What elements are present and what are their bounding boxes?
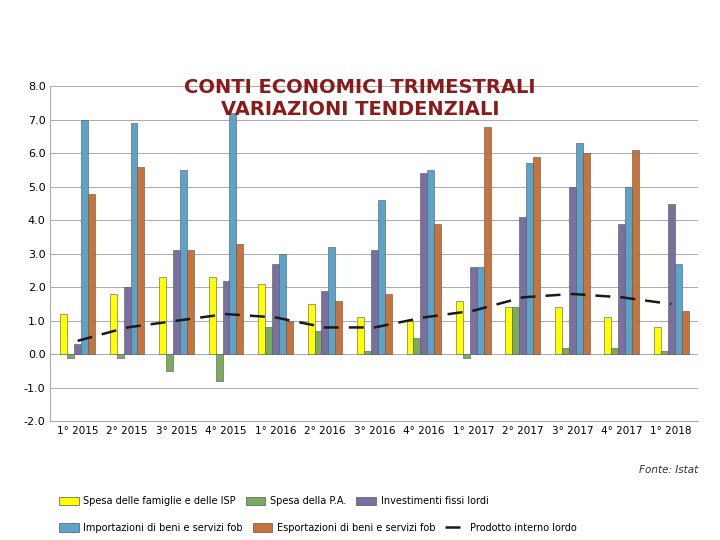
Bar [384,294,392,354]
Bar [477,267,484,354]
Bar [215,354,222,381]
Legend: Importazioni di beni e servizi fob, Esportazioni di beni e servizi fob, Prodotto: Importazioni di beni e servizi fob, Espo… [55,519,580,537]
Bar [88,193,95,354]
Bar [109,294,117,354]
Text: CONTI ECONOMICI TRIMESTRALI
VARIAZIONI TENDENZIALI: CONTI ECONOMICI TRIMESTRALI VARIAZIONI T… [184,78,536,119]
Bar [364,351,371,354]
Bar [611,348,618,354]
Bar [661,351,667,354]
Text: Fonte: Istat: Fonte: Istat [639,465,698,475]
Bar [117,354,124,357]
Bar [209,277,215,354]
Bar [667,204,675,354]
Bar [159,277,166,354]
Bar [81,120,88,354]
Bar [428,170,434,354]
Bar [463,354,470,357]
Bar [470,267,477,354]
Bar [675,264,682,354]
Bar [505,307,513,354]
Bar [307,304,315,354]
Bar [519,217,526,354]
Bar [654,327,661,354]
Bar [513,307,519,354]
Bar [286,321,293,354]
Bar [357,318,364,354]
Bar [166,354,173,371]
Bar [328,247,336,354]
Bar [130,123,138,354]
Bar [187,251,194,354]
Bar [576,143,582,354]
Text: Indagine trimestrale sulla congiuntura in provincia di Trento
1° trimestre 2018: Indagine trimestrale sulla congiuntura i… [36,24,370,46]
Bar [60,314,67,354]
Bar [378,200,384,354]
Bar [562,348,569,354]
Bar [582,153,590,354]
Bar [336,301,342,354]
Bar [484,126,490,354]
Bar [265,327,272,354]
Bar [413,338,420,354]
Bar [236,244,243,354]
Bar [138,167,145,354]
Bar [434,224,441,354]
Bar [74,344,81,354]
Bar [180,170,187,354]
Bar [456,301,463,354]
Bar [321,291,328,354]
Bar [534,157,540,354]
Bar [222,281,230,354]
Bar [258,284,265,354]
Bar [67,354,74,357]
Bar [555,307,562,354]
Bar [371,251,378,354]
Bar [604,318,611,354]
Bar [230,113,236,354]
Bar [124,287,130,354]
Bar [315,331,321,354]
Bar [272,264,279,354]
Bar [682,310,688,354]
Bar [632,150,639,354]
Bar [526,164,534,354]
Bar [618,224,625,354]
Bar [173,251,180,354]
Bar [407,321,413,354]
Bar [569,187,576,354]
Bar [279,254,286,354]
Bar [625,187,632,354]
Bar [420,173,428,354]
